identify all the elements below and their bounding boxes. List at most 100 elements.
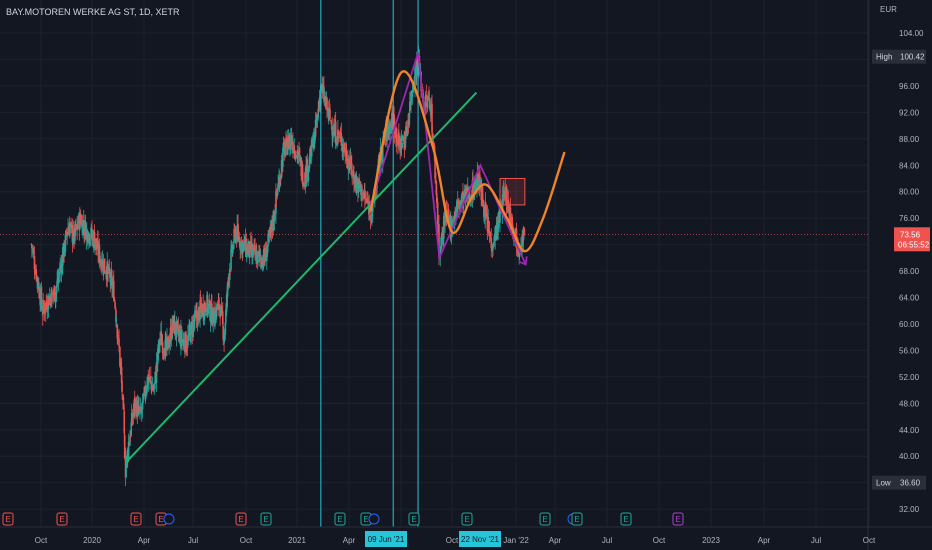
time-tick-label: Oct	[863, 536, 876, 545]
candle-body	[473, 176, 476, 195]
candle-body	[402, 137, 405, 141]
candle-body	[230, 245, 233, 249]
time-tick-label: 2021	[288, 536, 306, 545]
earnings-icon[interactable]: E	[235, 512, 247, 526]
candle-body	[393, 113, 395, 120]
candle-body	[272, 211, 275, 222]
candle-body	[195, 311, 198, 319]
candle-body	[517, 249, 520, 255]
candle-body	[43, 303, 45, 307]
candle-body	[231, 245, 234, 254]
candle-body	[168, 341, 171, 345]
earnings-icon[interactable]: E	[539, 512, 551, 526]
candle-body	[225, 309, 227, 323]
candle-body	[466, 186, 469, 196]
dividend-icon[interactable]	[163, 513, 175, 525]
candle-body	[274, 213, 276, 215]
sine-curve[interactable]	[369, 70, 566, 253]
high-badge: High 100.42	[872, 49, 926, 64]
candle-body	[330, 121, 333, 125]
earnings-marker-box	[461, 512, 473, 526]
candle-body	[149, 377, 151, 381]
candle-body	[73, 228, 75, 242]
candle-body	[160, 331, 163, 346]
pattern-polyline[interactable]	[369, 52, 527, 265]
candle-body	[129, 436, 131, 446]
time-tick-label: Oct	[35, 536, 48, 545]
candle-body	[48, 296, 51, 304]
earnings-marker-box	[334, 512, 346, 526]
earnings-icon[interactable]: E	[130, 512, 142, 526]
candle-body	[177, 326, 180, 335]
earnings-icon[interactable]: E	[56, 512, 68, 526]
candle-body	[194, 312, 197, 314]
dividend-icon[interactable]	[368, 513, 380, 525]
candle-body	[359, 181, 361, 189]
candle-body	[221, 309, 223, 312]
candle-body	[317, 107, 320, 108]
earnings-icon[interactable]: E	[672, 512, 684, 526]
candle-body	[334, 121, 337, 144]
candle-body	[216, 304, 219, 310]
candle-body	[493, 240, 496, 243]
candle-body	[468, 193, 470, 199]
candle-body	[150, 375, 152, 380]
earnings-icon[interactable]: E	[571, 512, 583, 526]
candle-body	[277, 183, 279, 191]
candle-body	[157, 348, 159, 364]
earnings-icon[interactable]: E	[408, 512, 420, 526]
high-badge-value: 100.42	[900, 53, 925, 62]
candle-body	[121, 380, 123, 393]
candle-body	[300, 163, 303, 175]
candle-body	[32, 250, 34, 252]
candle-body	[262, 248, 265, 267]
price-tick-label: 76.00	[899, 214, 920, 223]
grid	[0, 0, 870, 527]
candle-body	[192, 321, 195, 323]
candle-body	[242, 242, 244, 253]
candle-body	[456, 201, 459, 204]
earnings-icon[interactable]: E	[461, 512, 473, 526]
candle-body	[285, 137, 287, 147]
earnings-marker-box	[408, 512, 420, 526]
time-axis: Oct 2020 Apr Jul Oct 2021 Apr Jul Oct Jan '22 Apr J…	[0, 526, 932, 547]
candle-body	[100, 258, 102, 270]
candle-body	[429, 100, 431, 110]
candle-body	[128, 443, 130, 445]
candle-body	[246, 245, 248, 254]
candle-body	[236, 225, 238, 242]
rectangle-box[interactable]	[499, 177, 526, 206]
time-tick-label: Oct	[240, 536, 253, 545]
candle-body	[395, 129, 397, 138]
candle-body	[175, 321, 178, 338]
candle-body	[352, 171, 355, 176]
candle-body	[354, 175, 357, 189]
candle-body	[83, 229, 85, 234]
earnings-icon[interactable]: E	[260, 512, 272, 526]
candle-body	[125, 466, 127, 478]
candle-body	[369, 215, 372, 220]
candle-body	[51, 291, 53, 293]
candle-body	[350, 155, 352, 166]
candle-body	[269, 225, 272, 232]
earnings-icon[interactable]: E	[2, 512, 14, 526]
candle-body	[174, 322, 177, 333]
candle-body	[427, 95, 429, 99]
earnings-icon[interactable]: E	[334, 512, 346, 526]
candle-body	[492, 246, 494, 250]
price-axis: EUR104.00100.0096.0092.0088.0084.0080.00…	[867, 0, 924, 550]
candle-body	[201, 304, 204, 314]
candle-body	[486, 214, 489, 232]
candle-body	[213, 309, 215, 323]
candle-body	[295, 155, 297, 159]
candle-body	[65, 231, 68, 235]
candle-body	[206, 295, 209, 312]
trendline[interactable]	[124, 91, 478, 464]
earnings-icon[interactable]: E	[620, 512, 632, 526]
candle-body	[358, 178, 361, 184]
candle-body	[35, 269, 38, 280]
time-tick-label: Jul	[811, 536, 821, 545]
